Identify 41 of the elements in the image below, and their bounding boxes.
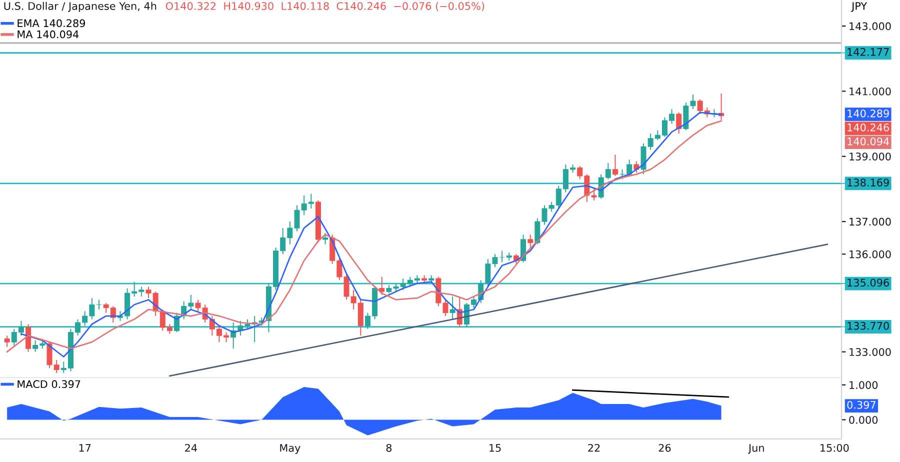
y-tick-label: 133.000 bbox=[850, 348, 891, 356]
y-tick-label: 141.000 bbox=[850, 87, 891, 96]
x-tick-label: 26 bbox=[658, 444, 671, 452]
candlestick bbox=[676, 112, 682, 134]
chart-title: U.S. Dollar / Japanese Yen, 4h bbox=[4, 2, 156, 12]
x-tick-label: 8 bbox=[386, 444, 392, 452]
chart-subtitle: O140.322 H140.930 L140.118 C140.246 −0.076 (−0.05%) bbox=[166, 2, 484, 12]
candlestick bbox=[528, 234, 534, 248]
ref-line-label: 135.096 bbox=[848, 278, 889, 287]
x-tick-label: 17 bbox=[79, 444, 91, 452]
x-tick-label: 22 bbox=[588, 444, 600, 452]
y-tick-label: 0.000 bbox=[849, 416, 878, 424]
y-tick-label: 137.000 bbox=[850, 218, 891, 226]
ref-line-label: 133.770 bbox=[848, 322, 889, 330]
legend-label: MA 140.094 bbox=[18, 30, 79, 38]
legend-label: EMA 140.289 bbox=[18, 19, 86, 28]
candlestick bbox=[96, 299, 102, 310]
x-tick-label: 15 bbox=[490, 444, 501, 452]
candlestick bbox=[4, 335, 10, 348]
legend-label: MACD 0.397 bbox=[18, 380, 80, 388]
x-tick-label: Jun bbox=[748, 444, 764, 454]
y-tick-label: 136.000 bbox=[850, 250, 891, 258]
candlestick bbox=[520, 234, 526, 263]
y-axis-title: JPY bbox=[851, 2, 868, 12]
candlestick bbox=[450, 296, 456, 320]
ref-line-label: 142.177 bbox=[848, 48, 889, 56]
ref-line-label: 138.169 bbox=[848, 178, 889, 186]
y-tick-label: 139.000 bbox=[850, 152, 891, 160]
candlestick bbox=[322, 232, 328, 245]
text: 140.289 bbox=[848, 109, 889, 118]
x-tick-label: 15:00 bbox=[820, 444, 849, 452]
candlestick bbox=[612, 154, 618, 176]
y-tick-label: 143.000 bbox=[850, 22, 891, 30]
text: 0.397 bbox=[847, 400, 876, 409]
candlestick bbox=[379, 276, 385, 296]
x-tick-label: 24 bbox=[185, 444, 197, 452]
text: 140.246 bbox=[848, 123, 889, 132]
text: 140.094 bbox=[848, 137, 890, 146]
x-tick-label: May bbox=[280, 444, 300, 454]
y-tick-label: 1.000 bbox=[850, 381, 878, 389]
candlestick bbox=[26, 324, 32, 352]
